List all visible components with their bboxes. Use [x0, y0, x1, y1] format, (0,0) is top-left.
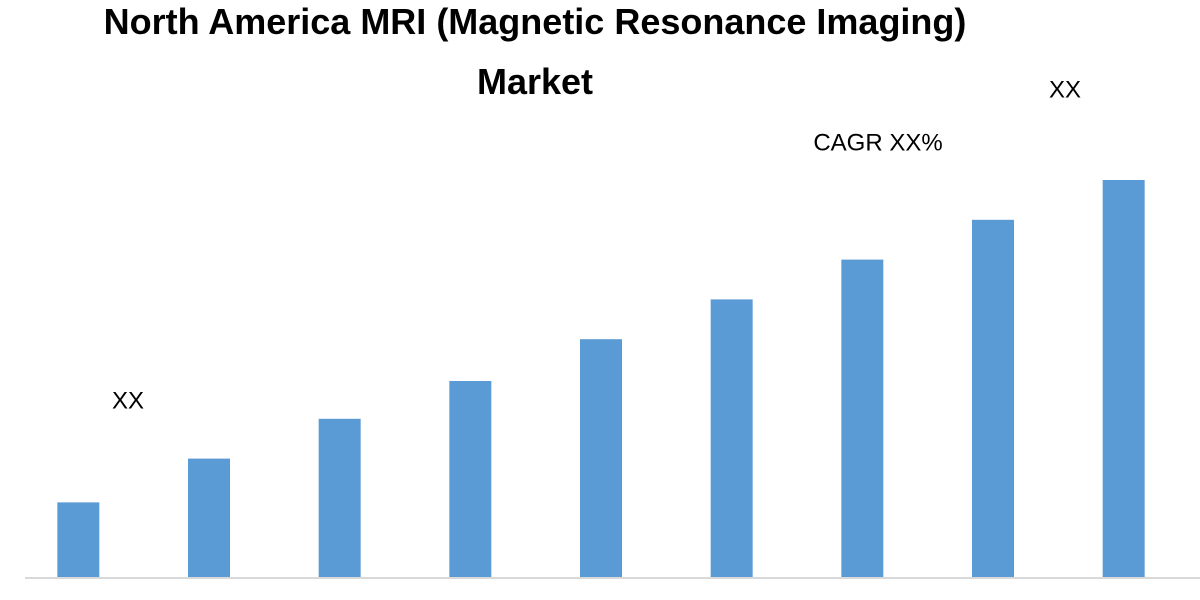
bar — [449, 380, 492, 578]
bar — [972, 219, 1014, 579]
bar — [318, 418, 361, 578]
bar — [188, 458, 230, 578]
annotation: CAGR XX% — [813, 129, 942, 156]
bar — [1102, 180, 1145, 578]
bar — [710, 299, 753, 578]
bar — [57, 502, 100, 578]
bar — [841, 259, 884, 578]
annotation: XX — [1049, 76, 1081, 103]
chart-title: North America MRI (Magnetic Resonance Im… — [103, 1, 967, 102]
bar — [580, 339, 622, 578]
annotation: XX — [112, 387, 144, 414]
